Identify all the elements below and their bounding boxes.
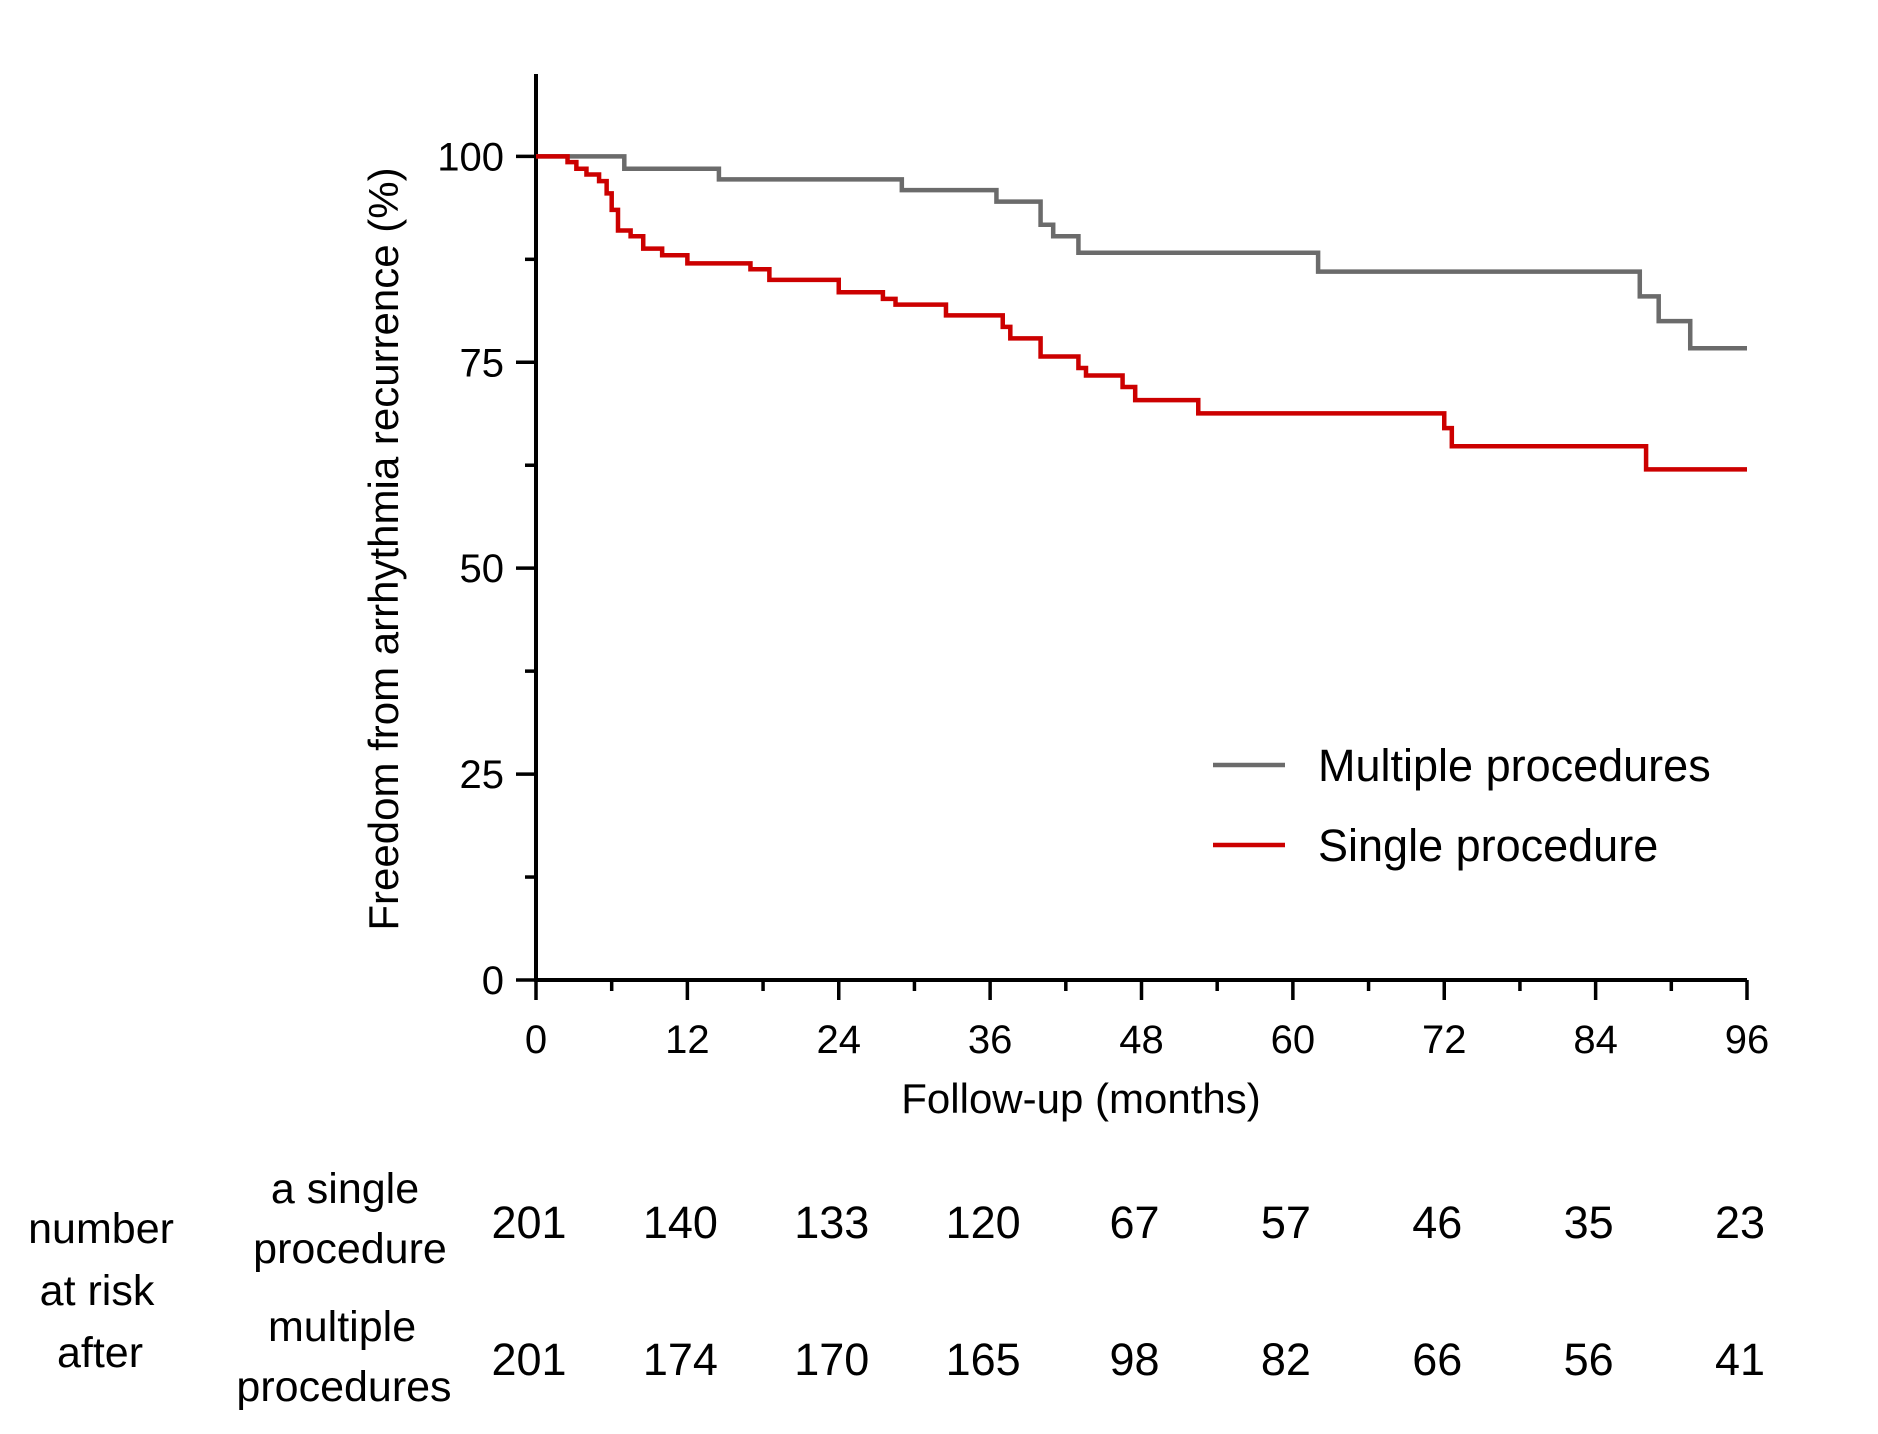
risk-value: 201 <box>491 1197 566 1248</box>
risk-group-line: at risk <box>40 1267 155 1315</box>
x-tick-label: 0 <box>525 1018 547 1062</box>
risk-value: 174 <box>643 1334 718 1385</box>
y-tick-label: 75 <box>460 341 505 385</box>
legend-label-single: Single procedure <box>1318 820 1658 871</box>
x-tick-label: 96 <box>1725 1018 1770 1062</box>
legend: Multiple procedures Single procedure <box>1213 740 1711 871</box>
series-line-multiple <box>536 154 1747 351</box>
y-tick-label: 100 <box>437 135 504 179</box>
risk-value: 82 <box>1261 1334 1311 1385</box>
x-axis-title: Follow-up (months) <box>901 1075 1260 1122</box>
risk-value: 201 <box>491 1334 566 1385</box>
risk-value: 56 <box>1564 1334 1614 1385</box>
risk-values: 201 140 133 120 67 57 46 35 23 201 174 170 165 98 82 66… <box>491 1197 1765 1385</box>
y-tick-label: 0 <box>482 959 504 1003</box>
risk-value: 133 <box>794 1197 869 1248</box>
legend-label-multiple: Multiple procedures <box>1318 740 1711 791</box>
risk-value: 35 <box>1564 1197 1614 1248</box>
risk-value: 46 <box>1412 1197 1462 1248</box>
risk-value: 67 <box>1109 1197 1159 1248</box>
risk-row-label-line: a single <box>271 1165 419 1213</box>
risk-row-label-line: multiple <box>268 1303 416 1351</box>
x-tick-label: 36 <box>968 1018 1013 1062</box>
risk-row-label-multiple: multiple procedures <box>236 1303 451 1411</box>
risk-row-label-line: procedures <box>236 1363 451 1411</box>
x-tick-label: 12 <box>665 1018 710 1062</box>
risk-value: 66 <box>1412 1334 1462 1385</box>
x-tick-label: 48 <box>1119 1018 1164 1062</box>
risk-group-line: number <box>28 1205 174 1253</box>
risk-row-label-line: procedure <box>253 1225 447 1273</box>
risk-value: 57 <box>1261 1197 1311 1248</box>
x-ticks: 0 12 24 36 48 60 72 84 96 <box>525 980 1769 1062</box>
y-ticks: 0 25 50 75 100 <box>437 135 536 1003</box>
risk-value: 120 <box>946 1197 1021 1248</box>
risk-value: 140 <box>643 1197 718 1248</box>
risk-value: 41 <box>1715 1334 1765 1385</box>
risk-value: 170 <box>794 1334 869 1385</box>
risk-table-group-label: number at risk after <box>28 1205 186 1377</box>
risk-row-label-single: a single procedure <box>253 1165 447 1273</box>
risk-group-line: after <box>57 1329 143 1377</box>
x-tick-label: 24 <box>817 1018 862 1062</box>
x-tick-label: 60 <box>1271 1018 1316 1062</box>
x-tick-label: 72 <box>1422 1018 1467 1062</box>
series-layer <box>536 154 1747 472</box>
y-tick-label: 50 <box>460 547 505 591</box>
series-line-single <box>536 154 1747 472</box>
y-tick-label: 25 <box>460 753 505 797</box>
risk-table: number at risk after a single procedure … <box>28 1165 1765 1411</box>
y-axis-title: Freedom from arrhythmia recurrence (%) <box>360 167 407 930</box>
x-tick-label: 84 <box>1573 1018 1618 1062</box>
risk-value: 165 <box>946 1334 1021 1385</box>
risk-value: 23 <box>1715 1197 1765 1248</box>
risk-value: 98 <box>1109 1334 1159 1385</box>
